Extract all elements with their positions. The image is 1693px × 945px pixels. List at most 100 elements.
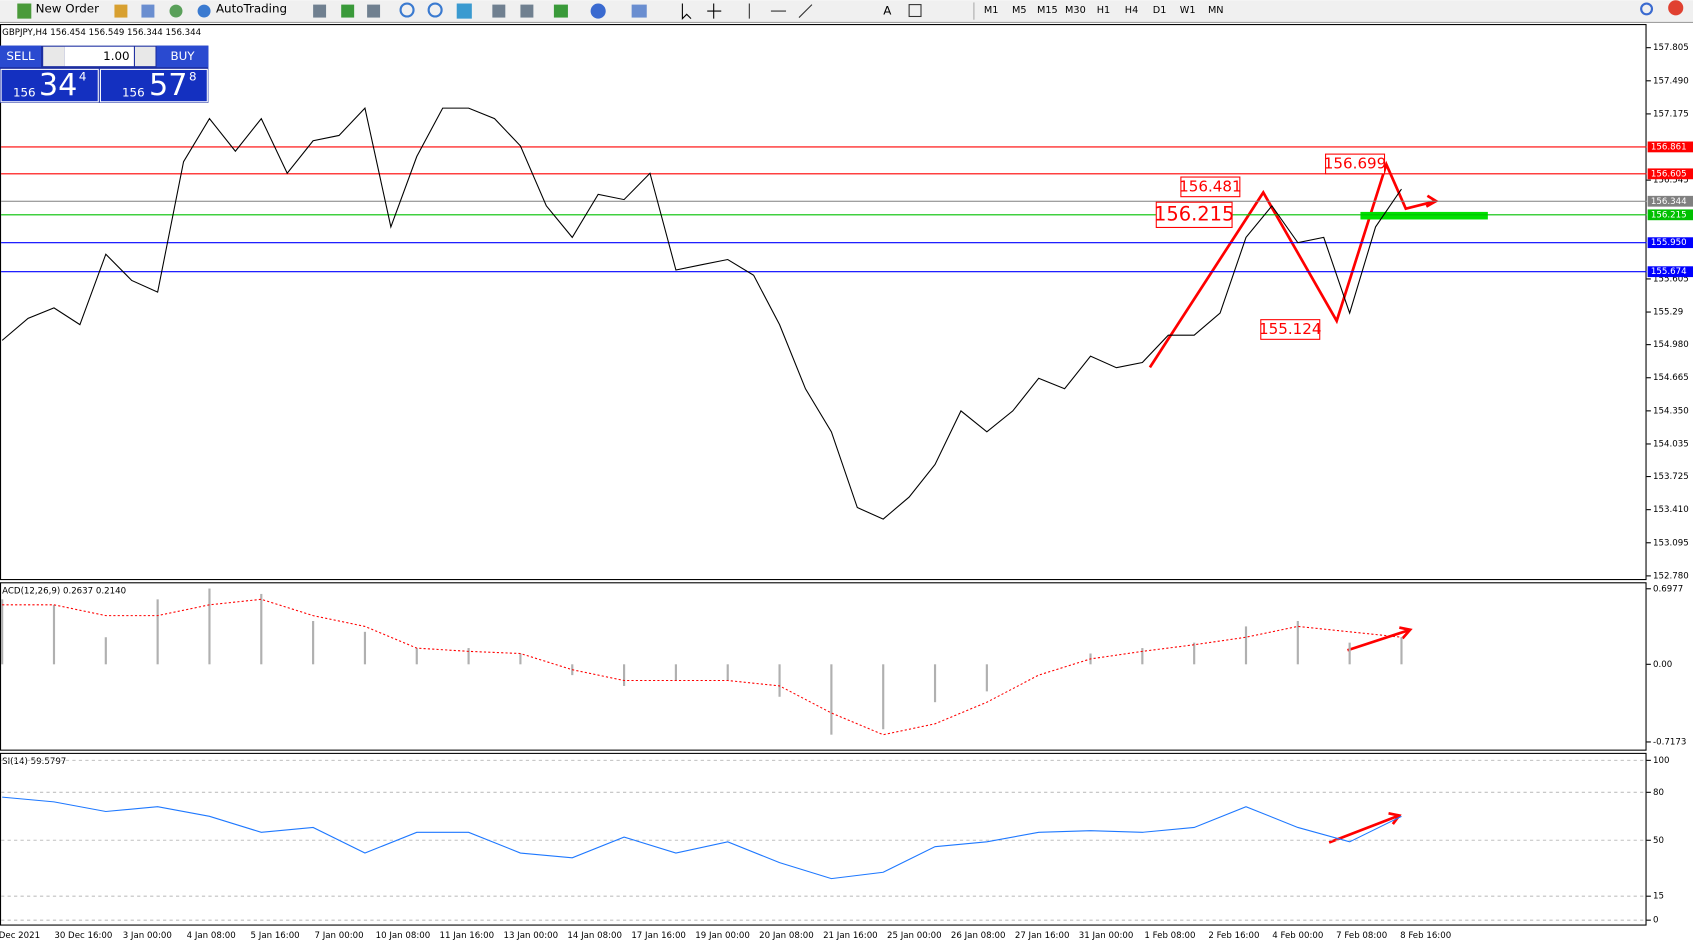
autotrading-button[interactable]: AutoTrading [216, 1, 287, 15]
sell-label[interactable]: SELL [6, 49, 35, 63]
histogram-bar [1400, 637, 1403, 665]
cursor-tool[interactable] [681, 3, 692, 20]
pane-title: SI(14) 59.5797 [2, 757, 66, 767]
level-tag-label: 156.605 [1651, 169, 1687, 179]
zoom-out[interactable] [427, 2, 443, 18]
histogram-bar [622, 664, 626, 686]
line-tools[interactable] [748, 3, 813, 19]
periods-icon[interactable] [590, 3, 606, 19]
timeframe-button[interactable]: H1 [1097, 5, 1110, 16]
tool-icon[interactable] [367, 4, 381, 18]
level-tag-label: 155.674 [1651, 267, 1687, 277]
timeframe-button[interactable]: MN [1208, 5, 1224, 16]
new-order-icon[interactable] [17, 3, 32, 19]
annotation-box [1325, 153, 1386, 175]
level-tag-label: 156.215 [1651, 210, 1687, 220]
ask-big-figure[interactable]: 156 [122, 86, 145, 100]
tool-icon[interactable] [114, 4, 128, 18]
histogram-bar [467, 648, 470, 665]
time-label: 21 Jan 16:00 [823, 931, 878, 941]
time-label: 5 Jan 16:00 [251, 931, 300, 941]
time-label: 3 Jan 00:00 [123, 931, 172, 941]
timeframe-button[interactable]: M15 [1037, 5, 1058, 16]
search[interactable] [1640, 2, 1654, 16]
buy-button[interactable] [156, 45, 209, 68]
y-tick-label: -0.7173 [1653, 737, 1686, 747]
text-tool[interactable]: A [883, 4, 892, 18]
time-label: 30 Dec 16:00 [54, 931, 112, 941]
histogram-bar [778, 664, 781, 697]
y-tick-label: 157.175 [1653, 109, 1689, 119]
templates-icon[interactable] [631, 4, 647, 18]
annotation-box [1180, 176, 1241, 198]
histogram-bar [156, 599, 159, 665]
bid-fraction[interactable]: 4 [79, 69, 87, 83]
y-tick-label: 50 [1653, 836, 1664, 846]
histogram-bar [674, 664, 677, 681]
tool-icon[interactable] [341, 4, 355, 18]
one-click-trading: SELL 1.00 BUY 156 34 4 156 57 8 [0, 45, 209, 103]
zoom-in[interactable] [399, 2, 415, 18]
time-label: 14 Jan 08:00 [567, 931, 622, 941]
histogram-bar [52, 604, 56, 665]
sell-button[interactable] [0, 45, 42, 68]
annotation: 156.481 [1179, 177, 1241, 195]
main-pane-frame [0, 24, 1647, 581]
histogram-bar [1193, 642, 1196, 665]
tool-icon[interactable] [141, 4, 155, 18]
tool-icon[interactable] [456, 3, 472, 19]
y-tick-label: 157.805 [1653, 43, 1689, 53]
tool-icon[interactable] [313, 4, 327, 18]
bid-big-figure[interactable]: 156 [13, 86, 36, 100]
macd-arrow [1347, 626, 1413, 652]
new-order-button[interactable]: New Order [36, 1, 99, 15]
tool-icon[interactable] [520, 4, 534, 18]
tool-icon[interactable] [492, 4, 506, 18]
timeframe-button[interactable]: D1 [1153, 5, 1167, 16]
ask-box[interactable] [99, 68, 208, 103]
level-tag [1647, 195, 1693, 207]
time-label: 2 Feb 16:00 [1208, 931, 1259, 941]
histogram-bar [104, 637, 107, 665]
lot-value[interactable]: 1.00 [103, 49, 129, 63]
lot-up[interactable] [134, 46, 156, 67]
bid-box[interactable] [0, 68, 99, 103]
y-tick-label: 154.980 [1653, 340, 1689, 350]
histogram-bar [415, 648, 418, 665]
pane-0: GBPJPY,H4 156.454 156.549 156.344 156.34… [1, 28, 1693, 581]
y-tick-label: 15 [1653, 892, 1664, 902]
timeframe-button[interactable]: H4 [1125, 5, 1138, 16]
label-tool[interactable] [908, 4, 922, 18]
timeframe-button[interactable]: M1 [984, 5, 999, 16]
timeframe-button[interactable]: M5 [1012, 5, 1027, 16]
annotation-box [1155, 201, 1233, 228]
time-label: 31 Jan 00:00 [1079, 931, 1134, 941]
annotation: 156.699 [1324, 154, 1386, 172]
time-label: 4 Jan 08:00 [187, 931, 236, 941]
timeframe-button[interactable]: M30 [1065, 5, 1086, 16]
time-label: 19 Jan 00:00 [695, 931, 750, 941]
rsi-pane-frame [0, 752, 1647, 926]
indicators-icon[interactable] [553, 4, 568, 18]
time-label: 13 Jan 00:00 [503, 931, 558, 941]
y-tick-label: 152.780 [1653, 571, 1689, 581]
histogram-bar [985, 664, 988, 692]
lot-field[interactable] [64, 46, 134, 67]
histogram-bar [1244, 626, 1248, 665]
ask-fraction[interactable]: 8 [189, 69, 197, 83]
lot-down[interactable] [43, 46, 65, 67]
histogram-bar [312, 621, 315, 665]
pane-title: GBPJPY,H4 156.454 156.549 156.344 156.34… [2, 28, 201, 38]
tool-icon[interactable] [169, 4, 183, 18]
crosshair-tool[interactable] [707, 3, 722, 19]
timeframe-button[interactable]: W1 [1180, 5, 1196, 16]
buy-label[interactable]: BUY [170, 49, 195, 63]
autotrading-icon[interactable] [197, 4, 211, 18]
level-tag-label: 156.344 [1651, 197, 1687, 207]
notifications[interactable] [1668, 0, 1684, 16]
annotation: 156.215 [1154, 202, 1234, 225]
y-tick-label: 80 [1653, 788, 1664, 798]
bid-pips[interactable]: 34 [39, 68, 77, 103]
ask-pips[interactable]: 57 [149, 68, 187, 103]
y-tick-label: 153.410 [1653, 505, 1689, 515]
